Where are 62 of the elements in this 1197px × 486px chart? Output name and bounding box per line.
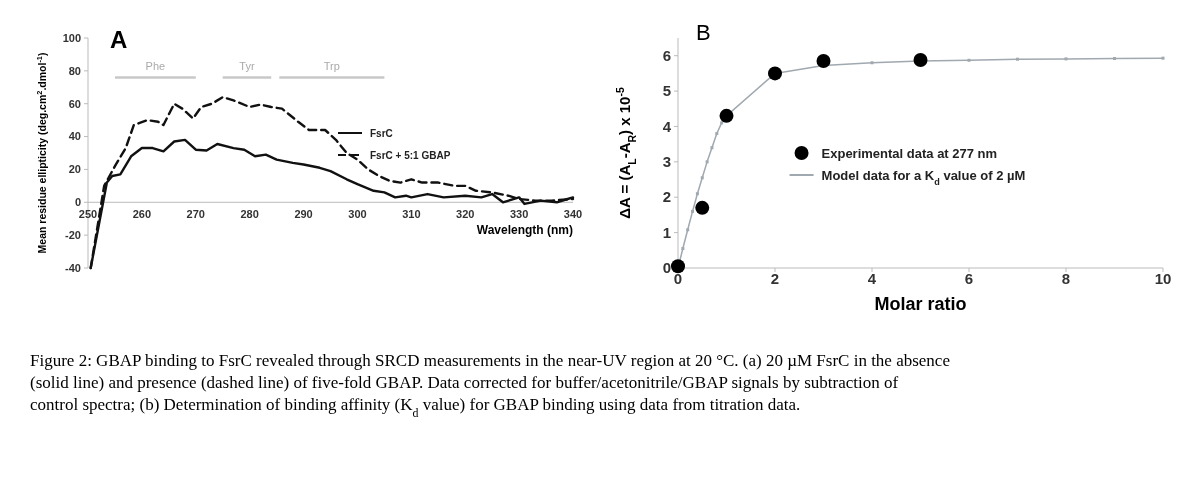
x-tick-label: 320 [456, 208, 475, 221]
y-tick-label: 80 [68, 64, 81, 77]
x-axis-title: Molar ratio [874, 294, 967, 314]
y-tick-label: -20 [65, 228, 81, 241]
series-label: Trp [323, 60, 340, 73]
point [715, 132, 719, 136]
y-tick-label: 2 [662, 188, 671, 206]
x-tick-label: 340 [563, 208, 583, 221]
chart-title: A [110, 26, 128, 53]
x-tick-label: 330 [509, 208, 529, 221]
caption: Figure 2: GBAP binding to FsrC revealed through SRCD measurements in the near-UV region at 20 °C. (a) 20 µM FsrC in the absence (solid line) and presence (dashed line) of five-fold GBAP. Data corrected for buffer/acetonitrile/GBAP signals by subtraction of control spectra; (b) Determination of binding affinity (K$_{d}$ value) for GBAP binding using data from titration data. [30, 351, 950, 420]
legend-label: FsrC + 5:1 GBAP [370, 149, 451, 161]
point [719, 108, 734, 123]
x-tick-label: 250 [78, 208, 98, 221]
legend-label: Model data for a K$_{d}$ value of 2 µM [821, 167, 1026, 187]
point [1161, 56, 1165, 60]
y-tick-label: 0 [74, 196, 81, 209]
point [816, 54, 831, 68]
y-tick-label: 60 [68, 97, 81, 110]
series-label: Tyr [239, 60, 255, 73]
point [700, 176, 704, 180]
point [681, 247, 685, 251]
x-tick-label: 4 [867, 270, 877, 287]
x-tick-label: 0 [673, 270, 683, 287]
point [671, 259, 685, 274]
legend-label: FsrC [370, 127, 393, 139]
point [705, 160, 709, 164]
y-tick-label: 20 [68, 163, 81, 176]
y-tick-label: 100 [62, 31, 81, 44]
y-tick-label: 4 [662, 117, 672, 135]
point [686, 228, 690, 232]
point [913, 52, 928, 67]
point [695, 200, 710, 215]
x-tick-label: 300 [348, 208, 367, 221]
y-tick-label: 6 [662, 46, 671, 64]
point [967, 58, 971, 62]
x-tick-label: 280 [240, 208, 259, 221]
point [695, 192, 699, 196]
point [1064, 57, 1068, 61]
x-tick-label: 270 [186, 208, 205, 221]
x-tick-label: 6 [964, 270, 974, 287]
point [870, 61, 874, 65]
point [710, 146, 714, 150]
x-tick-label: 10 [1154, 270, 1172, 287]
point [1016, 57, 1019, 61]
point [720, 121, 724, 125]
legend-label: Experimental data at 277 nm [821, 145, 998, 161]
x-tick-label: 260 [132, 208, 152, 221]
x-tick-label: 8 [1061, 270, 1071, 287]
x-axis-title: Wavelength (nm) [476, 223, 573, 238]
series-label: Phe [145, 60, 166, 73]
y-tick-label: 40 [68, 130, 81, 143]
point [691, 209, 695, 213]
y-tick-label: 5 [662, 82, 671, 100]
x-tick-label: 2 [770, 270, 780, 287]
x-tick-label: 310 [402, 208, 421, 221]
point [768, 66, 782, 81]
y-tick-label: -40 [65, 261, 81, 274]
x-tick-label: 290 [294, 208, 313, 221]
y-tick-label: 1 [662, 223, 671, 241]
chart-title: B [696, 20, 711, 45]
y-tick-label: 3 [662, 153, 671, 171]
